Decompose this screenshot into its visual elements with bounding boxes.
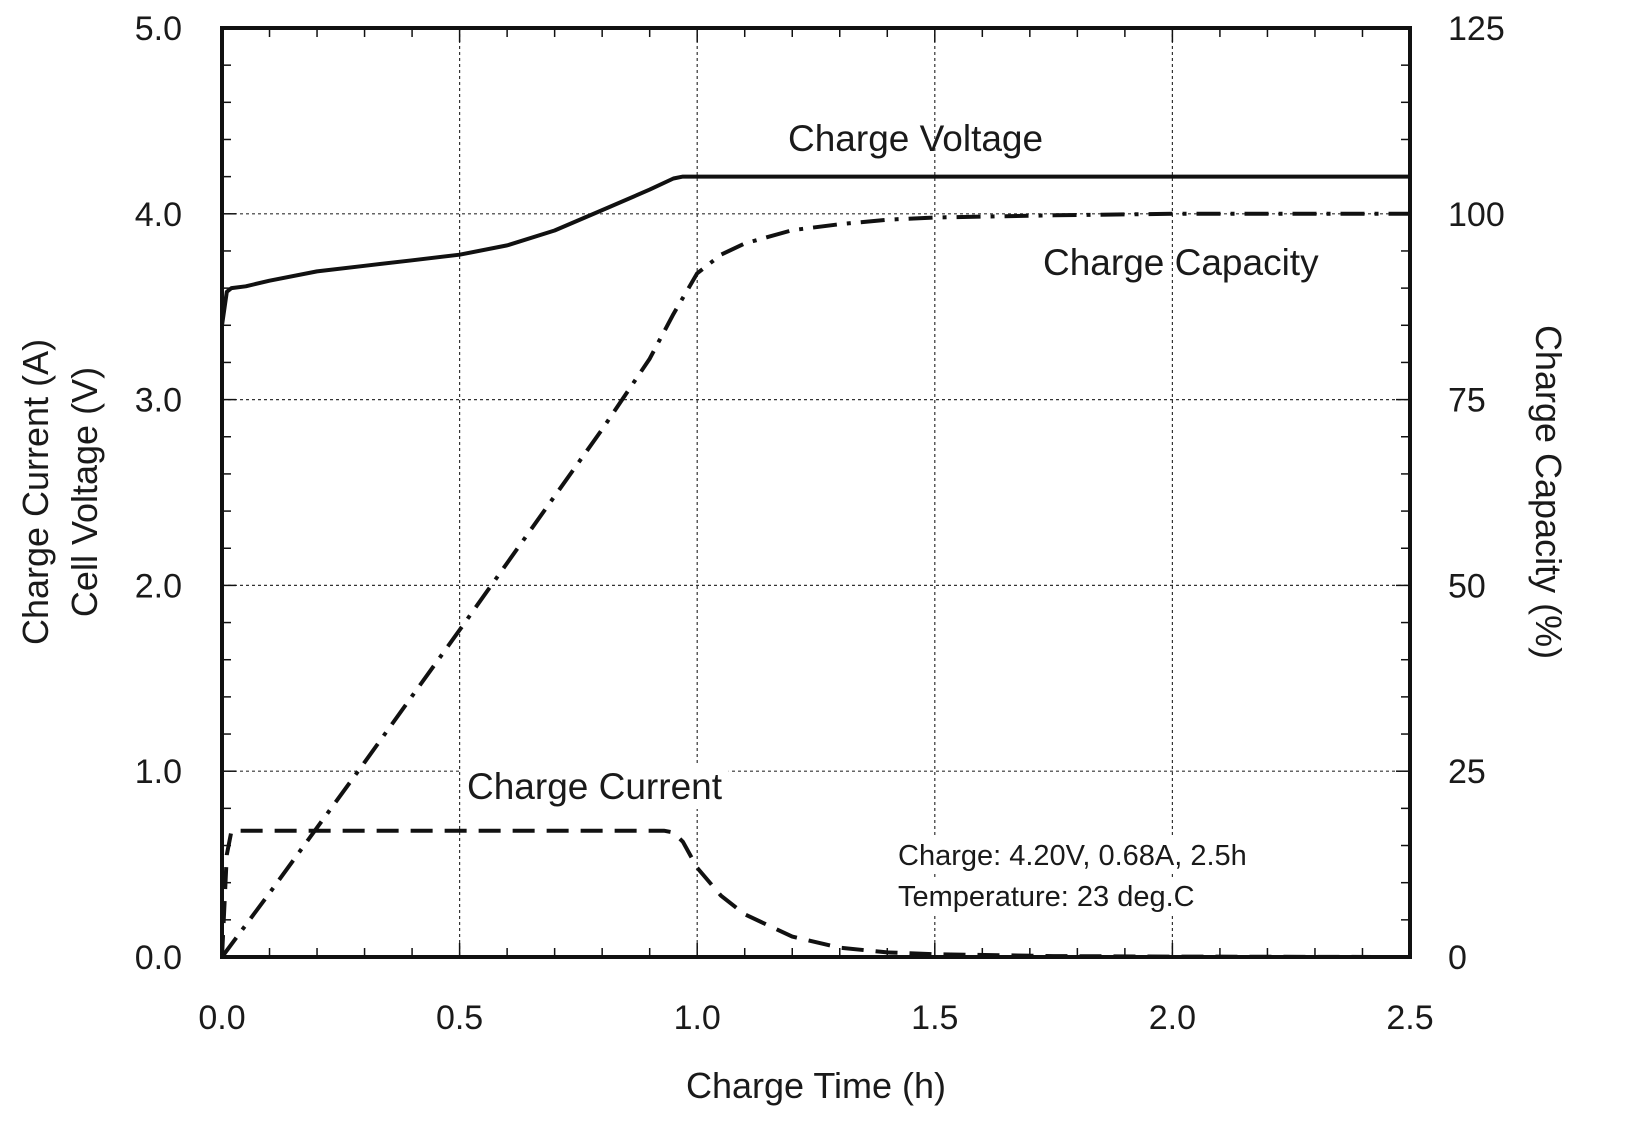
y-right-tick-label: 50 [1448, 567, 1486, 605]
x-axis-title: Charge Time (h) [686, 1065, 946, 1106]
label-background [461, 764, 729, 809]
y-right-tick-label: 125 [1448, 10, 1505, 48]
y-left-tick-label: 5.0 [135, 10, 182, 48]
y-left-tick-label: 2.0 [135, 567, 182, 605]
y-axis-title-voltage: Cell Voltage (V) [64, 367, 105, 617]
conditions-note-temperature: Temperature: 23 deg.C [898, 881, 1195, 913]
x-tick-label: 1.5 [911, 999, 958, 1037]
grid [222, 28, 1410, 957]
label-charge-capacity: Charge Capacity [1043, 242, 1319, 283]
y-axis-title-capacity: Charge Capacity (%) [1528, 325, 1569, 659]
label-background [892, 879, 1201, 915]
series-charge-voltage [220, 174, 1410, 326]
y-right-tick-label: 0 [1448, 939, 1467, 977]
x-tick-label: 0.5 [436, 999, 483, 1037]
series-layer [220, 174, 1411, 959]
y-left-tick-label: 1.0 [135, 753, 182, 791]
x-tick-label: 1.0 [674, 999, 721, 1037]
series-charge-capacity [220, 211, 1410, 959]
y-left-tick-label: 3.0 [135, 382, 182, 420]
label-background [892, 838, 1253, 874]
y-right-tick-label: 25 [1448, 753, 1486, 791]
conditions-note-charge: Charge: 4.20V, 0.68A, 2.5h [898, 840, 1247, 872]
y-left-tick-label: 0.0 [135, 939, 182, 977]
tick-labels: 0.0 1.0 2.0 3.0 4.0 5.0 0 25 50 75 100 125 0.0 0.5 1.0… [135, 10, 1505, 1037]
label-charge-current: Charge Current [467, 766, 723, 807]
label-charge-voltage: Charge Voltage [788, 118, 1043, 159]
x-tick-label: 2.0 [1149, 999, 1196, 1037]
y-right-tick-label: 100 [1448, 196, 1505, 234]
x-tick-label: 0.0 [198, 999, 245, 1037]
series-charge-current [220, 828, 1411, 959]
annotation-backgrounds [461, 764, 1253, 915]
y-left-tick-label: 4.0 [135, 196, 182, 234]
y-axis-title-current: Charge Current (A) [15, 339, 56, 645]
x-tick-label: 2.5 [1386, 999, 1433, 1037]
y-right-tick-label: 75 [1448, 382, 1486, 420]
minor-ticks [222, 28, 1410, 957]
plot-frame [220, 26, 1412, 959]
